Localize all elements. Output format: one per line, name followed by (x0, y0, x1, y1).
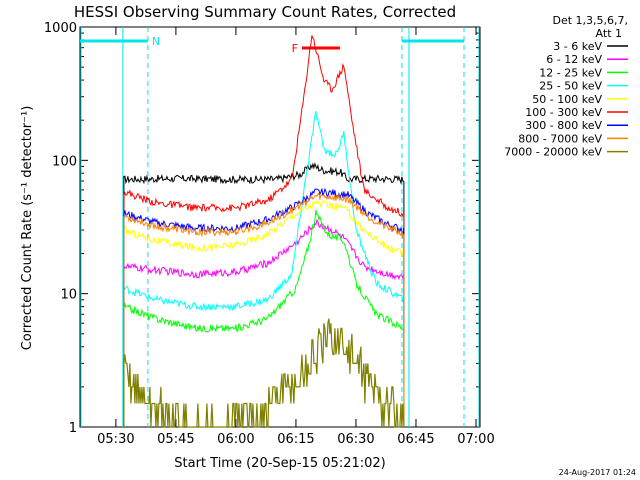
series-line (123, 209, 405, 428)
x-tick-label: 07:00 (457, 432, 494, 447)
legend-label: 25 - 50 keV (539, 80, 602, 93)
legend-label: 800 - 7000 keV (518, 132, 602, 145)
series-line (123, 192, 405, 428)
annotations: NF (80, 27, 480, 427)
x-tick-label: 06:45 (397, 432, 434, 447)
flare-label: F (292, 42, 298, 55)
x-tick-label: 06:15 (277, 432, 314, 447)
night-label: N (152, 35, 160, 48)
y-tick-label: 1000 (44, 21, 77, 36)
legend-label: 300 - 800 keV (525, 119, 602, 132)
y-tick-label: 1 (69, 421, 77, 436)
legend-label: 6 - 12 keV (546, 53, 602, 66)
legend-label: 100 - 300 keV (525, 106, 602, 119)
y-tick-label: 10 (60, 288, 77, 303)
chart-title: HESSI Observing Summary Count Rates, Cor… (74, 3, 456, 21)
series-line (123, 162, 405, 428)
legend-label: 12 - 25 keV (539, 66, 602, 79)
axes: 05:30 05:45 06:00 06:15 06:30 06:45 07:00 1 10 10… (44, 21, 495, 447)
legend-header-line1: Det 1,3,5,6,7, (552, 14, 628, 27)
series-line (123, 218, 405, 428)
x-tick-label: 06:00 (217, 432, 254, 447)
x-tick-label: 05:45 (157, 432, 194, 447)
series-line (123, 187, 405, 428)
y-tick-label: 100 (52, 154, 77, 169)
series-line (123, 110, 405, 428)
x-tick-label: 06:30 (337, 432, 374, 447)
series-line (123, 200, 405, 428)
y-axis-label: Corrected Count Rate (s⁻¹ detector⁻¹) (20, 106, 35, 351)
series-lines (123, 35, 405, 428)
legend-label: 3 - 6 keV (553, 40, 602, 53)
x-tick-label: 05:30 (97, 432, 134, 447)
legend-header-line2: Att 1 (596, 27, 622, 40)
series-line (123, 35, 405, 428)
legend-label: 50 - 100 keV (532, 93, 602, 106)
x-axis-label: Start Time (20-Sep-15 05:21:02) (174, 456, 385, 471)
legend-label: 7000 - 20000 keV (504, 146, 602, 159)
timestamp: 24-Aug-2017 01:24 (559, 468, 636, 477)
plot-frame (79, 26, 481, 428)
series-line (123, 318, 405, 428)
